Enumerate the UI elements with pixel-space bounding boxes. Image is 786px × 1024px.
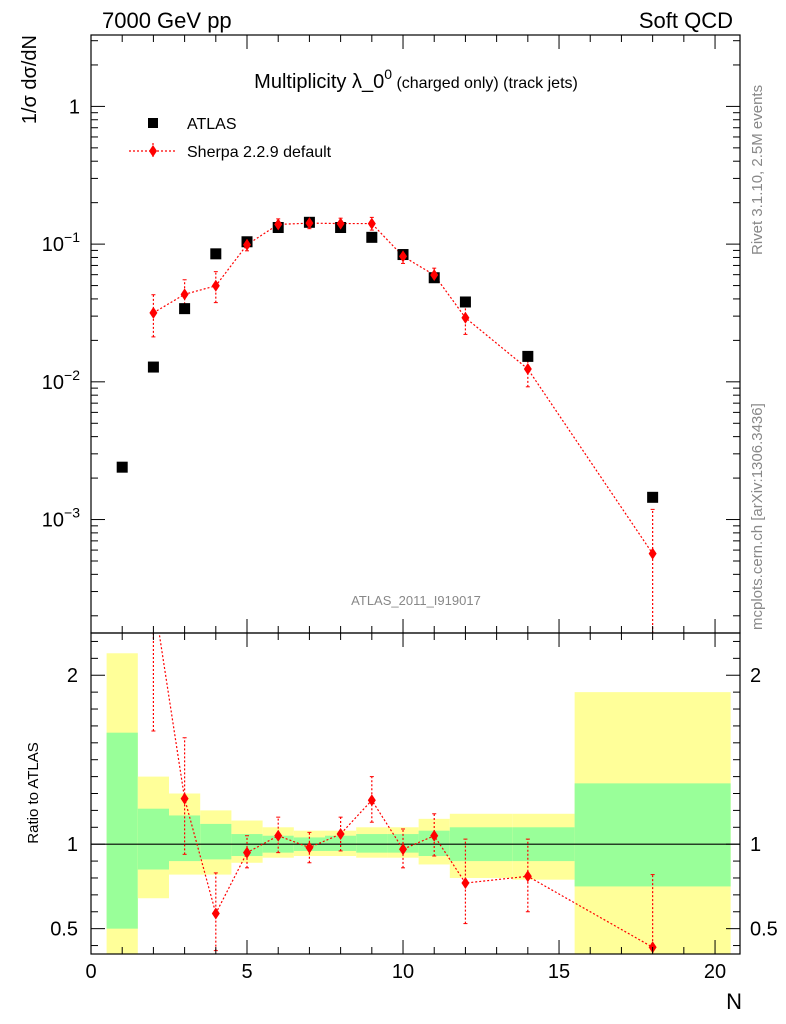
- ratio-y-tick-label-left: 0.5: [50, 919, 78, 941]
- ratio-band-inner: [356, 834, 388, 853]
- legend-marker-atlas: [148, 118, 158, 128]
- sherpa-point: [180, 288, 189, 301]
- ratio-sherpa-point: [274, 829, 283, 842]
- x-tick-label: 20: [704, 961, 726, 983]
- y-tick-exp: −1: [64, 229, 80, 245]
- x-tick-label: 15: [548, 961, 570, 983]
- atlas-point: [522, 350, 534, 362]
- analysis-watermark: ATLAS_2011_I919017: [351, 593, 481, 608]
- ratio-sherpa-point: [523, 870, 532, 883]
- x-tick-label: 0: [85, 961, 96, 983]
- atlas-point: [647, 491, 659, 503]
- y-tick-label: 10−2: [42, 367, 80, 394]
- sherpa-point: [367, 217, 376, 230]
- ratio-band-inner: [325, 835, 357, 851]
- rivet-label: Rivet 3.1.10, 2.5M events: [749, 85, 766, 255]
- atlas-point: [210, 248, 222, 260]
- sherpa-point: [211, 279, 220, 292]
- sherpa-point: [461, 311, 470, 324]
- sherpa-point: [243, 238, 252, 251]
- ratio-sherpa-point: [180, 792, 189, 805]
- atlas-point: [147, 361, 159, 373]
- y-axis-label-main: 1/σ dσ/dN: [19, 35, 41, 124]
- ratio-y-tick-label-left: 1: [67, 834, 78, 856]
- ratio-sherpa-point: [305, 841, 314, 854]
- ratio-panel: 0 5 10 15 20 0.5 0.5 1 1 2 2 Ratio to ATLAS N: [25, 590, 778, 1014]
- y-tick-exp: −3: [64, 505, 80, 521]
- ratio-band-inner: [574, 783, 731, 887]
- atlas-point: [179, 303, 191, 315]
- ratio-y-tick-label-right: 1: [750, 834, 761, 856]
- ratio-band-inner: [231, 834, 263, 857]
- ratio-sherpa-point: [430, 829, 439, 842]
- sherpa-point: [305, 217, 314, 230]
- sherpa-point: [523, 362, 532, 375]
- x-tick-label: 5: [241, 961, 252, 983]
- ratio-y-tick-label-right: 2: [750, 665, 761, 687]
- y-tick-base: 10: [42, 510, 64, 532]
- ratio-sherpa-point: [399, 843, 408, 856]
- legend-label-sherpa: Sherpa 2.2.9 default: [187, 144, 332, 161]
- x-tick-label: 10: [392, 961, 414, 983]
- sherpa-point: [336, 217, 345, 230]
- ratio-y-tick-label-left: 2: [67, 665, 78, 687]
- y-tick-base: 10: [42, 372, 64, 394]
- x-axis-label: N: [726, 989, 742, 1014]
- y-axis-label-ratio: Ratio to ATLAS: [25, 742, 42, 843]
- ratio-sherpa-point: [461, 877, 470, 890]
- header-left: 7000 GeV pp: [102, 8, 232, 33]
- y-tick-exp: −2: [64, 367, 80, 383]
- ratio-band-inner: [200, 823, 232, 860]
- sherpa-point: [149, 306, 158, 319]
- chart-title-main: Multiplicity λ_0: [254, 71, 384, 93]
- atlas-point: [366, 231, 378, 243]
- ratio-sherpa-point: [149, 590, 157, 602]
- ratio-band-inner: [137, 808, 170, 870]
- chart-title-suffix: (charged only) (track jets): [392, 75, 578, 92]
- chart-title: Multiplicity λ_00 (charged only) (track …: [254, 66, 578, 93]
- ratio-sherpa-point: [211, 907, 220, 920]
- y-tick-base: 1: [69, 96, 80, 118]
- ratio-y-tick-label-right: 0.5: [750, 919, 778, 941]
- chart-title-sup: 0: [384, 66, 392, 82]
- atlas-point: [116, 461, 128, 473]
- sherpa-point: [430, 268, 439, 281]
- atlas-point: [459, 296, 471, 308]
- ratio-sherpa-point: [367, 794, 376, 807]
- ratio-sherpa-point: [243, 846, 252, 859]
- y-tick-label: 10−1: [42, 229, 80, 256]
- y-tick-label: 10−3: [42, 505, 80, 532]
- header-right: Soft QCD: [639, 8, 733, 33]
- ratio-sherpa-point: [336, 828, 345, 841]
- main-panel: 10−310−210−11 Multiplicity λ_00 (charged…: [19, 34, 741, 634]
- legend: ATLAS Sherpa 2.2.9 default: [129, 116, 332, 161]
- sherpa-point: [648, 547, 657, 560]
- sherpa-point: [399, 250, 408, 263]
- mcplots-label: mcplots.cern.ch [arXiv:1306.3436]: [749, 403, 766, 630]
- ratio-band-inner: [106, 732, 138, 929]
- y-tick-label: 1: [69, 96, 80, 118]
- legend-label-atlas: ATLAS: [187, 116, 237, 133]
- sherpa-line: [153, 222, 654, 555]
- legend-marker-sherpa: [149, 145, 157, 157]
- y-tick-base: 10: [42, 234, 64, 256]
- sherpa-point: [274, 218, 283, 231]
